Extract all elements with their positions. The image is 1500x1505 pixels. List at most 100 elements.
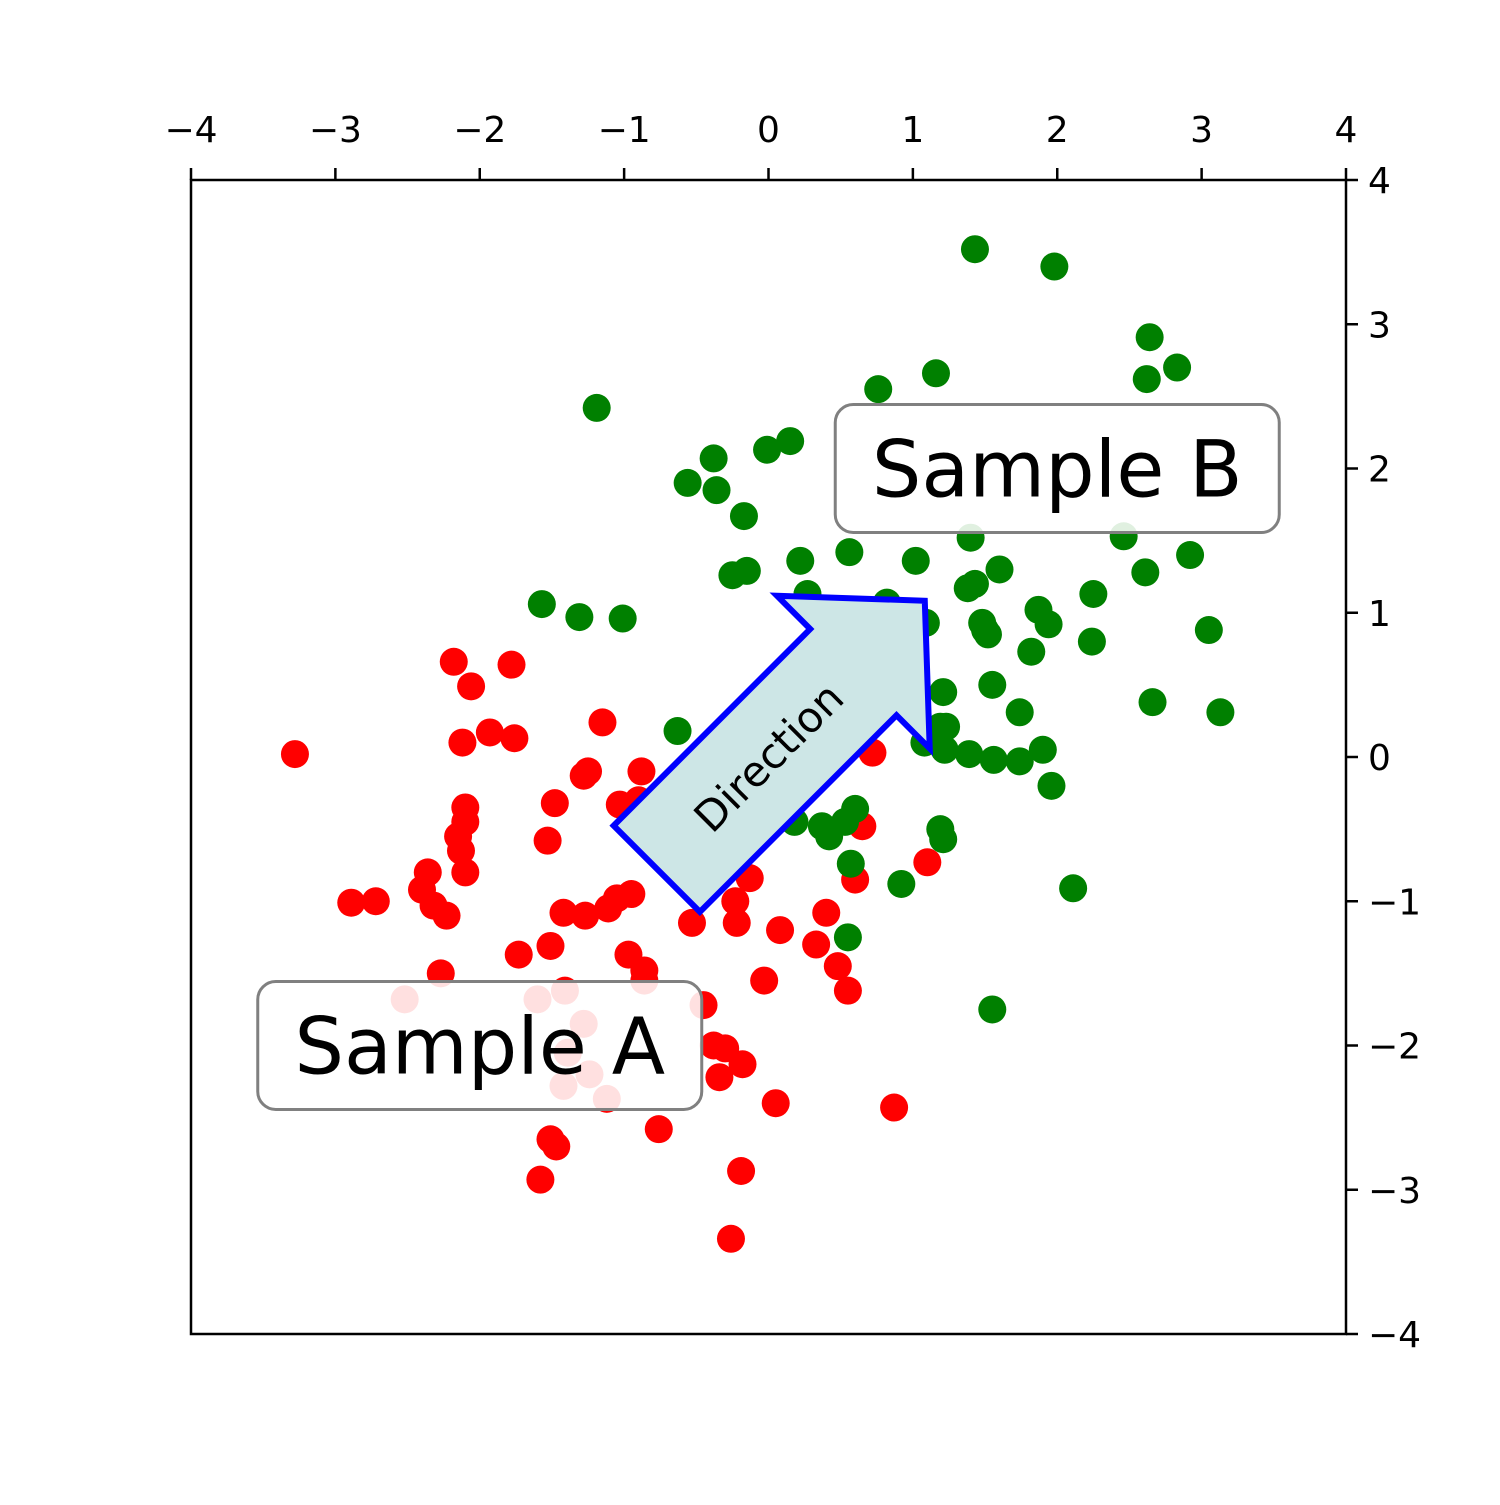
y-tick-label: 0 xyxy=(1368,738,1391,779)
green-point xyxy=(836,849,865,878)
y-tick-label: 4 xyxy=(1368,161,1391,202)
green-point xyxy=(921,359,950,388)
red-point xyxy=(728,1050,757,1079)
green-point xyxy=(955,740,984,769)
red-point xyxy=(451,858,480,887)
sample-a-label: Sample A xyxy=(256,980,704,1111)
x-tick-label: 3 xyxy=(1190,110,1213,151)
red-point xyxy=(497,650,526,679)
green-point xyxy=(929,678,958,707)
red-point xyxy=(540,789,569,818)
red-point xyxy=(802,930,831,959)
green-point xyxy=(985,555,1014,584)
green-point xyxy=(608,604,637,633)
green-point xyxy=(1017,637,1046,666)
red-point xyxy=(761,1089,790,1118)
annotation-box xyxy=(833,403,1281,534)
red-point xyxy=(439,647,468,676)
green-point xyxy=(1138,688,1167,717)
red-point xyxy=(812,898,841,927)
x-tick-label: −1 xyxy=(598,110,651,151)
red-point xyxy=(721,887,750,916)
green-point xyxy=(699,444,728,473)
green-point xyxy=(753,435,782,464)
red-point xyxy=(526,1165,555,1194)
red-point xyxy=(533,826,562,855)
green-point xyxy=(1176,541,1205,570)
green-point xyxy=(1135,323,1164,352)
green-point xyxy=(1005,747,1034,776)
red-point xyxy=(432,901,461,930)
sample-b-label: Sample B xyxy=(833,403,1281,534)
y-tick-label: 3 xyxy=(1368,305,1391,346)
red-point xyxy=(823,952,852,981)
red-point xyxy=(617,880,646,909)
x-tick-label: 2 xyxy=(1046,110,1069,151)
green-point xyxy=(1194,616,1223,645)
green-point xyxy=(729,502,758,531)
y-tick-label: −1 xyxy=(1368,882,1421,923)
red-point xyxy=(588,708,617,737)
green-point xyxy=(1206,698,1235,727)
green-point xyxy=(1034,610,1063,639)
red-point xyxy=(644,1115,673,1144)
green-point xyxy=(776,427,805,456)
green-point xyxy=(833,923,862,952)
red-point xyxy=(705,1063,734,1092)
red-point xyxy=(722,908,751,937)
green-point xyxy=(565,603,594,632)
red-point xyxy=(536,931,565,960)
green-point xyxy=(887,869,916,898)
red-point xyxy=(337,888,366,917)
green-point xyxy=(1077,627,1106,656)
x-tick-label: 1 xyxy=(901,110,924,151)
red-point xyxy=(627,757,656,786)
green-point xyxy=(663,717,692,746)
red-point xyxy=(448,728,477,757)
axes-layer: −4 −3 −2 −1 0 1 2 3 4 −4 −3 −2 −1 0 1 2 3 4 xyxy=(164,110,1421,1356)
annotation-text: Sample A xyxy=(294,1003,665,1093)
annotation-text: Sample B xyxy=(872,426,1243,516)
annotation-box xyxy=(256,980,704,1111)
green-point xyxy=(1079,579,1108,608)
red-point xyxy=(716,1224,745,1253)
red-point xyxy=(549,898,578,927)
green-point xyxy=(673,468,702,497)
x-tick-label: 4 xyxy=(1335,110,1358,151)
green-point xyxy=(527,590,556,619)
green-point xyxy=(1163,353,1192,382)
green-point xyxy=(1028,735,1057,764)
red-point xyxy=(571,901,600,930)
red-point xyxy=(574,757,603,786)
y-tick-label: 2 xyxy=(1368,450,1391,491)
red-point xyxy=(500,724,529,753)
red-point xyxy=(913,848,942,877)
green-point xyxy=(1132,365,1161,394)
green-point xyxy=(718,561,747,590)
red-point xyxy=(727,1156,756,1185)
red-point xyxy=(446,836,475,865)
green-point xyxy=(978,995,1007,1024)
green-point xyxy=(702,476,731,505)
red-point xyxy=(536,1125,565,1154)
green-point xyxy=(929,825,958,854)
red-point xyxy=(880,1093,909,1122)
x-tick-label: −4 xyxy=(164,110,217,151)
red-point xyxy=(451,807,480,836)
green-point xyxy=(973,620,1002,649)
y-tick-label: −4 xyxy=(1368,1315,1421,1356)
green-point xyxy=(1040,252,1069,281)
green-point xyxy=(1005,698,1034,727)
green-point xyxy=(1059,874,1088,903)
green-point xyxy=(835,538,864,567)
y-tick-label: 1 xyxy=(1368,594,1391,635)
green-point xyxy=(582,393,611,422)
green-point xyxy=(978,670,1007,699)
red-point xyxy=(833,976,862,1005)
red-point xyxy=(750,966,779,995)
green-point xyxy=(930,735,959,764)
red-point xyxy=(766,916,795,945)
